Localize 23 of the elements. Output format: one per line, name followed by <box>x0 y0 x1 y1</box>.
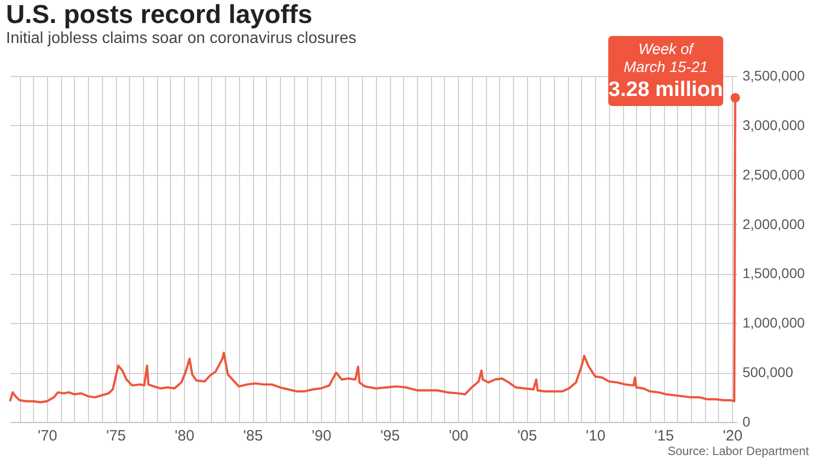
x-tick-label: '20 <box>722 428 742 444</box>
x-tick-label: '10 <box>586 428 606 444</box>
y-tick-label: 2,000,000 <box>742 216 805 232</box>
y-tick-label: 3,500,000 <box>742 68 805 84</box>
x-tick-label: '95 <box>380 428 400 444</box>
y-tick-label: 0 <box>742 414 750 430</box>
x-tick-label: '15 <box>654 428 674 444</box>
y-tick-label: 1,000,000 <box>742 314 805 331</box>
x-tick-label: '05 <box>517 428 537 444</box>
annotation: Week of March 15-21 3.28 million <box>608 41 723 101</box>
x-tick-label: '75 <box>106 428 126 444</box>
y-tick-label: 500,000 <box>742 364 794 380</box>
chart-title: U.S. posts record layoffs <box>6 0 312 29</box>
source-note: Source: Labor Department <box>668 444 810 458</box>
chart-subtitle: Initial jobless claims soar on coronavirus closures <box>6 30 356 47</box>
x-tick-label: '85 <box>243 428 263 444</box>
y-tick-label: 2,500,000 <box>742 166 805 182</box>
x-tick-label: '90 <box>312 428 332 444</box>
x-tick-label: '80 <box>174 428 194 444</box>
y-tick-label: 3,000,000 <box>742 116 805 133</box>
x-tick-label: '70 <box>38 428 58 444</box>
y-tick-label: 1,500,000 <box>742 265 805 282</box>
x-tick-label: '00 <box>448 428 468 444</box>
